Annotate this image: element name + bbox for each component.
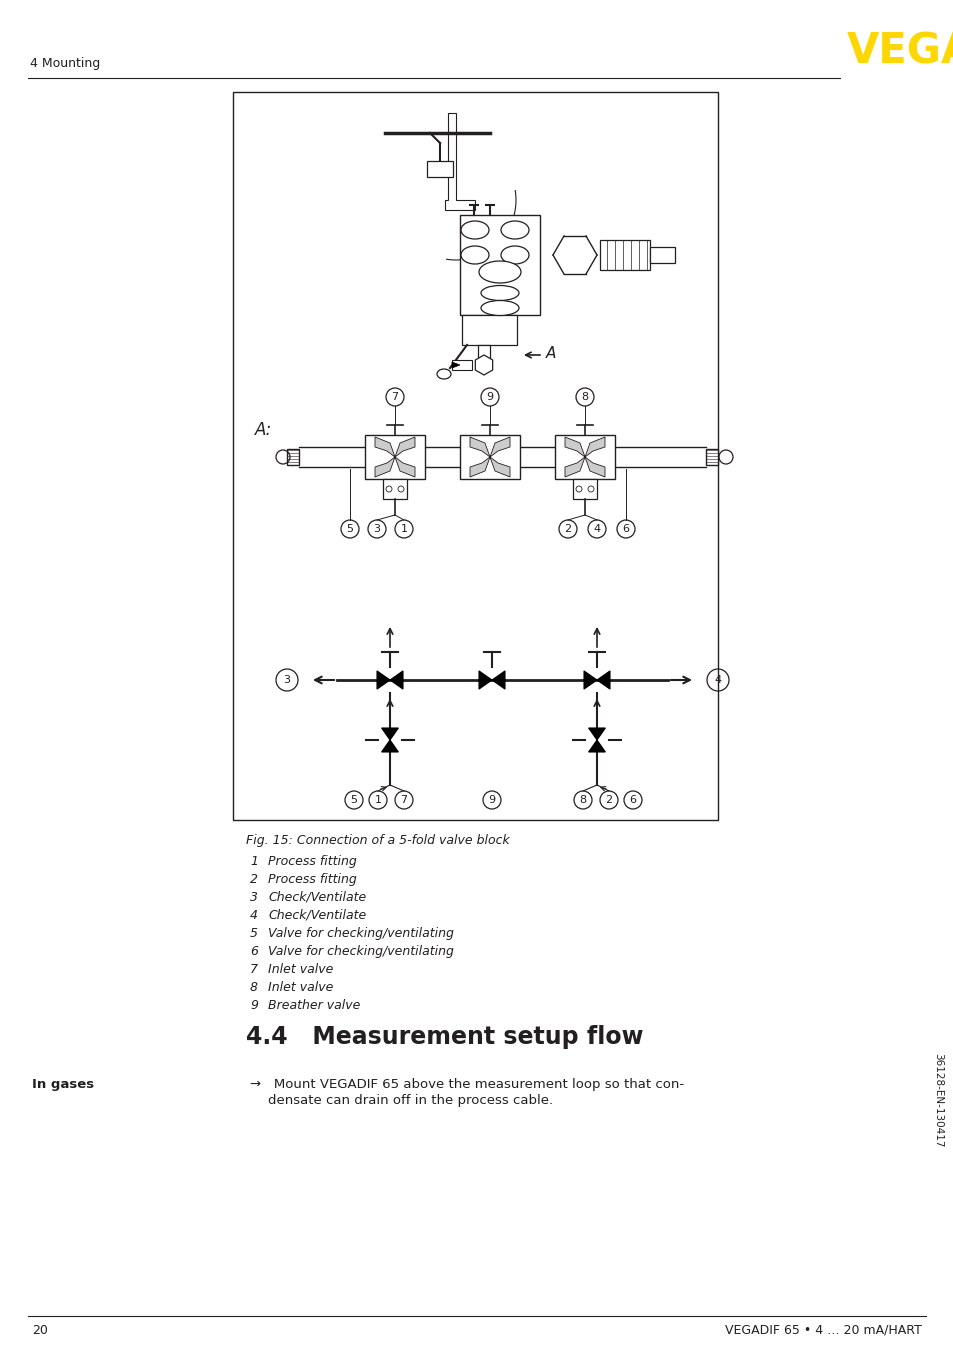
Ellipse shape bbox=[480, 301, 518, 315]
Text: 4: 4 bbox=[250, 909, 257, 922]
Text: 4 Mounting: 4 Mounting bbox=[30, 57, 100, 70]
Text: 7: 7 bbox=[400, 795, 407, 806]
Text: In gases: In gases bbox=[32, 1078, 94, 1091]
Text: 8: 8 bbox=[580, 393, 588, 402]
Text: 4.4   Measurement setup flow: 4.4 Measurement setup flow bbox=[246, 1025, 643, 1049]
Polygon shape bbox=[470, 458, 490, 477]
Text: densate can drain off in the process cable.: densate can drain off in the process cab… bbox=[268, 1094, 553, 1108]
Text: Inlet valve: Inlet valve bbox=[268, 982, 333, 994]
Ellipse shape bbox=[500, 246, 529, 264]
Bar bbox=[649, 246, 675, 263]
Text: 3: 3 bbox=[250, 891, 257, 904]
Bar bbox=[555, 435, 615, 479]
Polygon shape bbox=[588, 728, 605, 741]
Text: Valve for checking/ventilating: Valve for checking/ventilating bbox=[268, 927, 454, 940]
Bar bbox=[427, 161, 453, 177]
Text: Check/Ventilate: Check/Ventilate bbox=[268, 909, 366, 922]
Polygon shape bbox=[375, 458, 395, 477]
Text: 6: 6 bbox=[622, 524, 629, 533]
Bar bbox=[233, 92, 718, 821]
Polygon shape bbox=[381, 728, 398, 741]
Bar bbox=[459, 435, 519, 479]
Text: 1: 1 bbox=[375, 795, 381, 806]
Polygon shape bbox=[584, 437, 604, 458]
Text: 36128-EN-130417: 36128-EN-130417 bbox=[932, 1053, 942, 1147]
Polygon shape bbox=[564, 458, 584, 477]
Text: Fig. 15: Connection of a 5-fold valve block: Fig. 15: Connection of a 5-fold valve bl… bbox=[246, 834, 509, 848]
Text: 2: 2 bbox=[564, 524, 571, 533]
Text: 3: 3 bbox=[374, 524, 380, 533]
Polygon shape bbox=[490, 437, 510, 458]
Bar bbox=[382, 479, 407, 500]
Text: 1: 1 bbox=[250, 854, 257, 868]
Polygon shape bbox=[395, 458, 415, 477]
Text: Check/Ventilate: Check/Ventilate bbox=[268, 891, 366, 904]
Polygon shape bbox=[588, 741, 605, 751]
Text: 5: 5 bbox=[346, 524, 354, 533]
Polygon shape bbox=[478, 670, 492, 689]
Text: 9: 9 bbox=[486, 393, 493, 402]
Polygon shape bbox=[376, 670, 390, 689]
Text: 8: 8 bbox=[578, 795, 586, 806]
Text: 1: 1 bbox=[400, 524, 407, 533]
Text: 5: 5 bbox=[250, 927, 257, 940]
Polygon shape bbox=[490, 458, 510, 477]
Bar bbox=[599, 240, 649, 269]
Ellipse shape bbox=[500, 221, 529, 240]
Ellipse shape bbox=[460, 246, 489, 264]
Text: Valve for checking/ventilating: Valve for checking/ventilating bbox=[268, 945, 454, 959]
Text: 3: 3 bbox=[283, 676, 291, 685]
Polygon shape bbox=[470, 437, 490, 458]
Text: 7: 7 bbox=[391, 393, 398, 402]
Text: 4: 4 bbox=[593, 524, 600, 533]
Text: 4: 4 bbox=[714, 676, 720, 685]
Text: 5: 5 bbox=[350, 795, 357, 806]
Text: Breather valve: Breather valve bbox=[268, 999, 360, 1011]
Text: 6: 6 bbox=[250, 945, 257, 959]
Text: 20: 20 bbox=[32, 1323, 48, 1336]
Text: 2: 2 bbox=[250, 873, 257, 886]
Bar bbox=[452, 360, 472, 370]
Ellipse shape bbox=[436, 370, 451, 379]
FancyBboxPatch shape bbox=[287, 450, 298, 464]
Text: Process fitting: Process fitting bbox=[268, 854, 356, 868]
Text: 7: 7 bbox=[250, 963, 257, 976]
Polygon shape bbox=[564, 437, 584, 458]
Polygon shape bbox=[381, 741, 398, 751]
Text: 9: 9 bbox=[488, 795, 495, 806]
Text: 6: 6 bbox=[629, 795, 636, 806]
Polygon shape bbox=[395, 437, 415, 458]
Text: VEGA: VEGA bbox=[845, 31, 953, 73]
Text: VEGADIF 65 • 4 … 20 mA/HART: VEGADIF 65 • 4 … 20 mA/HART bbox=[724, 1323, 921, 1336]
Text: 8: 8 bbox=[250, 982, 257, 994]
Polygon shape bbox=[452, 362, 459, 368]
Polygon shape bbox=[583, 670, 597, 689]
Bar bbox=[573, 479, 597, 500]
Bar bbox=[459, 215, 539, 315]
Ellipse shape bbox=[460, 221, 489, 240]
Polygon shape bbox=[584, 458, 604, 477]
Bar bbox=[477, 345, 490, 360]
Text: A:: A: bbox=[254, 421, 272, 439]
Bar bbox=[461, 315, 517, 345]
Bar bbox=[365, 435, 424, 479]
Text: Inlet valve: Inlet valve bbox=[268, 963, 333, 976]
Text: A: A bbox=[545, 347, 556, 362]
Text: 2: 2 bbox=[605, 795, 612, 806]
Polygon shape bbox=[375, 437, 395, 458]
Ellipse shape bbox=[480, 286, 518, 301]
Polygon shape bbox=[444, 112, 475, 210]
Text: 9: 9 bbox=[250, 999, 257, 1011]
Text: Process fitting: Process fitting bbox=[268, 873, 356, 886]
Ellipse shape bbox=[478, 261, 520, 283]
Polygon shape bbox=[390, 670, 402, 689]
Polygon shape bbox=[492, 670, 504, 689]
Polygon shape bbox=[597, 670, 609, 689]
FancyBboxPatch shape bbox=[705, 450, 718, 464]
Text: →   Mount VEGADIF 65 above the measurement loop so that con-: → Mount VEGADIF 65 above the measurement… bbox=[250, 1078, 683, 1091]
